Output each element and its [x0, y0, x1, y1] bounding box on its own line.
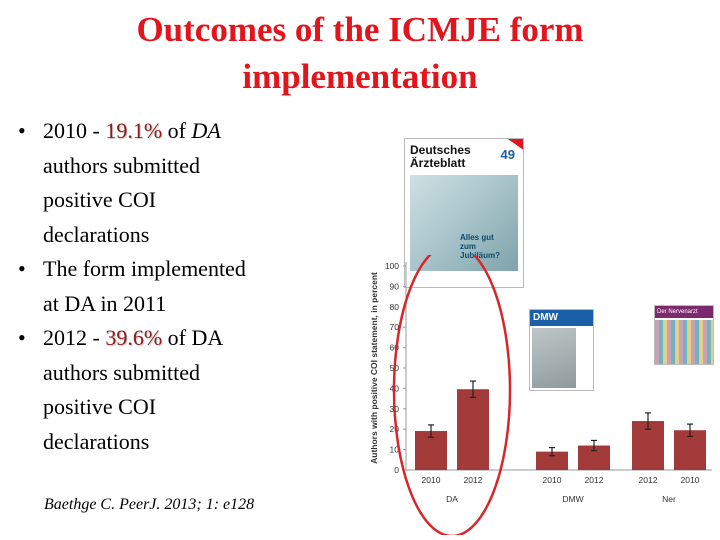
bar-da-2012 [457, 389, 489, 470]
bullet-text: 2012 - [43, 325, 106, 350]
bullet-text: of DA [162, 325, 224, 350]
x-tick-label: 2012 [464, 475, 483, 485]
bullet-text: of [162, 118, 192, 143]
x-tick-label: 2012 [585, 475, 604, 485]
bullet-text: authors submitted [43, 359, 201, 385]
y-tick-label: 20 [390, 424, 400, 434]
slide-title-line1: Outcomes of the ICMJE form [136, 10, 584, 49]
cover-title: Der Nervenarzt [655, 306, 713, 318]
bullet-list: • 2010 - 19.1% of DA authors submitted p… [18, 114, 338, 459]
y-tick-label: 70 [390, 322, 400, 332]
cover-issue-number: 49 [500, 147, 515, 162]
slide-title: Outcomes of the ICMJE form implementatio… [0, 6, 720, 100]
cover-headline: Alles gut zum Jubiläum? [460, 233, 518, 260]
bullet-text: authors submitted [43, 152, 201, 178]
x-tick-label: 2010 [422, 475, 441, 485]
bullet-text: declarations [43, 428, 150, 454]
citation: Baethge C. PeerJ. 2013; 1: e128 [44, 496, 255, 513]
bullet-item-2010: • 2010 - 19.1% of DA authors submitted p… [18, 114, 338, 252]
bullet-item-2012: • 2012 - 39.6% of DA authors submitted p… [18, 321, 338, 459]
bullet-text: The form implemented [43, 256, 246, 281]
bar-dmw-2010 [536, 451, 568, 470]
x-tick-label: 2010 [543, 475, 562, 485]
cover-title: DMW [530, 310, 593, 326]
cover-image [532, 328, 576, 388]
x-tick-label: 2010 [681, 475, 700, 485]
bullet-text: at DA in 2011 [43, 290, 167, 316]
y-axis-label: Authors with positive COI statement, in … [369, 272, 379, 464]
y-tick-label: 90 [390, 281, 400, 291]
y-tick-label: 100 [385, 261, 399, 271]
journal-abbrev: DA [191, 118, 221, 143]
y-tick-label: 0 [394, 465, 399, 475]
y-tick-label: 60 [390, 343, 400, 353]
group-label-dmw: DMW [562, 494, 583, 504]
highlight-circle [392, 255, 512, 535]
bullet-text: positive COI [43, 394, 157, 419]
y-tick-label: 80 [390, 302, 400, 312]
cover-headline-line: Alles gut [460, 233, 494, 242]
percent-highlight: 19.1% [105, 118, 163, 143]
cover-image [655, 320, 713, 364]
bullet-text: declarations [43, 221, 150, 247]
bullet-item-implementation: • The form implemented at DA in 2011 [18, 252, 338, 321]
slide-title-line2: implementation [242, 57, 478, 96]
cover-title: Deutsches Ärzteblatt [410, 144, 471, 170]
y-tick-label: 10 [390, 445, 400, 455]
bullet-text: positive COI [43, 187, 157, 212]
cover-image: Alles gut zum Jubiläum? [410, 175, 518, 271]
cover-title-line: Ärzteblatt [410, 156, 466, 170]
cover-dmw: DMW [529, 309, 594, 391]
cover-der-nervenarzt: Der Nervenarzt [654, 305, 714, 365]
bullet-dot: • [18, 118, 26, 143]
group-label-da: DA [446, 494, 458, 504]
cover-headline-line: zum Jubiläum? [460, 242, 501, 260]
group-label-ner: Ner [662, 494, 676, 504]
x-tick-label: 2012 [639, 475, 658, 485]
cover-title-line: Deutsches [410, 143, 471, 157]
bullet-text: 2010 - [43, 118, 106, 143]
bullet-dot: • [18, 325, 26, 350]
bullet-dot: • [18, 256, 26, 281]
percent-highlight: 39.6% [105, 325, 163, 350]
